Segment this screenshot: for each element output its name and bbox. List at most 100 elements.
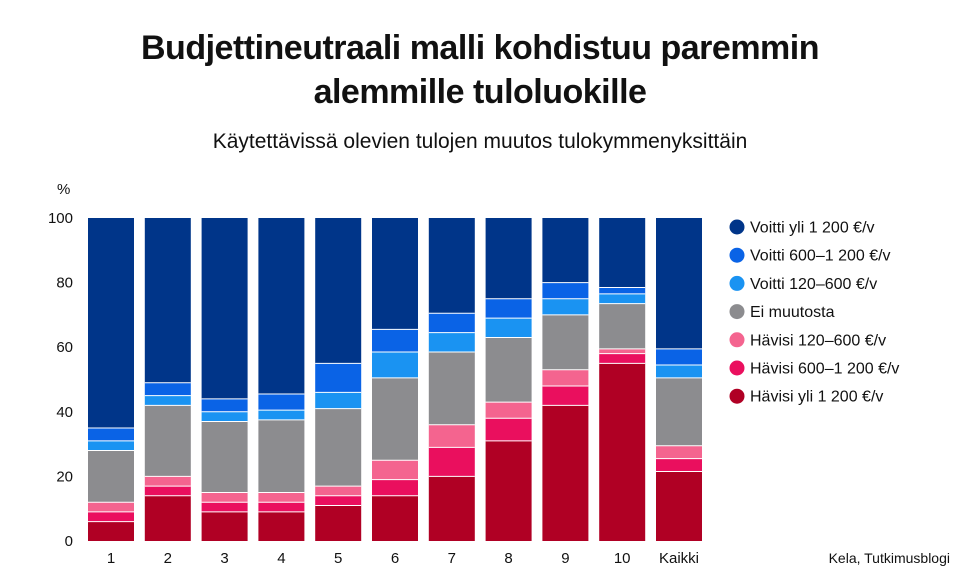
bar-segment <box>542 282 589 299</box>
bar-segment <box>372 329 418 353</box>
bar-segment <box>315 218 362 364</box>
bar-segment <box>372 479 418 496</box>
bar-segment <box>201 502 248 512</box>
bar-segment <box>88 502 134 512</box>
bar-segment <box>599 353 646 364</box>
y-tick-label: 20 <box>56 468 73 485</box>
bar-segment <box>144 382 191 396</box>
legend-label: Hävisi 600–1 200 €/v <box>750 361 899 378</box>
bar-stack-6 <box>372 218 418 541</box>
bar-segment <box>428 447 475 477</box>
bar-segment <box>428 332 475 353</box>
legend-swatch <box>729 247 745 263</box>
bar-segment <box>258 419 305 493</box>
bar-segment <box>542 405 589 541</box>
bar-stack-5 <box>315 218 362 541</box>
bar-segment <box>656 348 702 365</box>
bar-segment <box>201 421 248 493</box>
bar-segment <box>428 352 475 425</box>
bar-segment <box>315 392 362 409</box>
bar-segment <box>656 445 702 459</box>
bar-stack-10 <box>599 218 646 541</box>
bar-segment <box>372 377 418 461</box>
bar-segment <box>258 502 305 512</box>
x-axis-ticks: 1 2 3 4 5 6 7 8 9 10 Kaikki <box>107 550 699 567</box>
bar-segment <box>372 495 418 541</box>
bar-segment <box>372 218 418 330</box>
bar-segment <box>144 495 191 541</box>
x-tick-label: 10 <box>614 550 631 567</box>
bar-segment <box>144 486 191 496</box>
bar-segment <box>428 424 475 448</box>
bar-segment <box>542 218 589 283</box>
bar-segment <box>599 218 646 288</box>
bar-segment <box>201 411 248 422</box>
bar-stack-Kaikki <box>656 218 702 541</box>
chart-title-line-1: Budjettineutraali malli kohdistuu paremm… <box>141 29 820 67</box>
legend-label: Voitti yli 1 200 €/v <box>750 220 875 237</box>
chart-title: Budjettineutraali malli kohdistuu paremm… <box>0 26 960 114</box>
bar-segment <box>599 303 646 349</box>
bar-segment <box>542 314 589 370</box>
bar-stack-2 <box>144 218 191 541</box>
bar-segment <box>542 369 589 386</box>
bar-segment <box>144 218 191 383</box>
bar-segment <box>542 298 589 315</box>
legend-swatch <box>729 332 745 348</box>
legend-label: Voitti 600–1 200 €/v <box>750 248 891 265</box>
bar-segment <box>599 348 646 354</box>
x-tick-label: 2 <box>164 550 172 567</box>
bar-segment <box>258 394 305 411</box>
bar-segment <box>315 363 362 393</box>
legend-swatch <box>729 360 745 376</box>
x-tick-label: 4 <box>277 550 285 567</box>
bar-segment <box>315 495 362 506</box>
bar-segment <box>428 313 475 333</box>
bar-segment <box>144 476 191 487</box>
bar-stack-8 <box>485 218 532 541</box>
bar-segment <box>258 492 305 503</box>
y-tick-label: 100 <box>48 210 73 227</box>
bar-segment <box>88 450 134 503</box>
bar-segment <box>372 352 418 378</box>
y-tick-label: 0 <box>65 533 73 550</box>
bar-segment <box>201 218 248 399</box>
chart-subtitle: Käytettävissä olevien tulojen muutos tul… <box>212 130 748 153</box>
legend-swatch <box>729 219 745 235</box>
x-tick-label: 7 <box>448 550 456 567</box>
bar-segment <box>485 218 532 299</box>
bar-segment <box>656 471 702 541</box>
bar-segment <box>88 511 134 522</box>
legend-label: Ei muutosta <box>750 304 835 321</box>
chart-title-line-2: alemmille tuloluokille <box>313 73 647 111</box>
x-tick-label: 3 <box>220 550 228 567</box>
bar-segment <box>485 337 532 403</box>
bar-segment <box>656 458 702 472</box>
bars-group <box>88 218 702 541</box>
y-tick-label: 80 <box>56 275 73 292</box>
bar-segment <box>372 460 418 480</box>
bar-stack-3 <box>201 218 248 541</box>
bar-segment <box>258 218 305 395</box>
bar-segment <box>315 505 362 541</box>
bar-segment <box>599 293 646 304</box>
bar-segment <box>88 440 134 451</box>
bar-stack-1 <box>88 218 134 541</box>
y-axis-unit-label: % <box>57 181 70 198</box>
legend-swatch <box>729 388 745 404</box>
bar-segment <box>599 363 646 541</box>
bar-segment <box>315 408 362 487</box>
bar-stack-4 <box>258 218 305 541</box>
bar-segment <box>656 364 702 378</box>
bar-segment <box>656 377 702 446</box>
legend-label: Hävisi yli 1 200 €/v <box>750 389 883 406</box>
bar-stack-9 <box>542 218 589 541</box>
y-tick-label: 40 <box>56 404 73 421</box>
bar-segment <box>144 405 191 477</box>
bar-segment <box>88 218 134 428</box>
legend-label: Voitti 120–600 €/v <box>750 276 877 293</box>
x-tick-label: 6 <box>391 550 399 567</box>
y-axis-ticks: 0 20 40 60 80 100 <box>48 210 73 550</box>
bar-segment <box>258 511 305 541</box>
